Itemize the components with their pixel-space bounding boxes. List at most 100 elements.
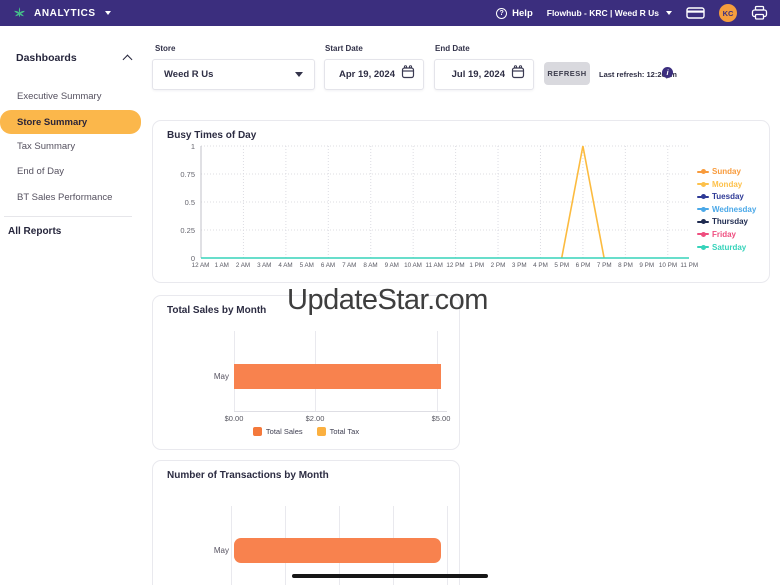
brand-label: ANALYTICS [34,7,96,19]
legend-label: Wednesday [712,204,757,214]
help-icon: ? [496,7,508,19]
legend-item-total-sales[interactable]: Total Sales [252,427,303,436]
help-button[interactable]: ? Help [496,7,533,19]
account-menu[interactable]: Flowhub - KRC | Weed R Us [547,8,672,18]
legend-label: Total Sales [265,427,303,436]
sidebar-item-label: Store Summary [17,116,88,128]
y-tick: 0.5 [184,198,195,207]
busy-times-x-axis: 12 AM 1 AM 2 AM 3 AM 4 AM 5 AM 6 AM 7 AM… [190,262,700,269]
y-tick: 0 [190,254,195,263]
legend-label: Total Tax [329,427,360,436]
x-tick: 9 PM [639,262,655,269]
chevron-down-icon [104,11,111,15]
category-label: May [213,546,229,555]
legend-label: Saturday [712,242,747,252]
end-date-input[interactable]: Jul 19, 2024 [434,59,534,90]
sidebar-item-bt-sales-performance[interactable]: BT Sales Performance [0,185,141,209]
x-tick: 2 AM [235,262,251,269]
x-tick: 6 PM [575,262,591,269]
credit-card-icon[interactable] [686,6,705,20]
x-tick: 10 PM [658,262,678,269]
legend-label: Friday [712,229,737,239]
sidebar-header-dashboards[interactable]: Dashboards [16,52,133,65]
legend-label: Sunday [712,167,741,176]
sidebar-item-label: Tax Summary [17,140,76,152]
x-tick: 3 AM [257,262,272,269]
x-tick: 1 AM [214,262,229,269]
sidebar-all-reports[interactable]: All Reports [8,226,62,237]
x-tick: 9 AM [384,262,399,269]
sidebar-item-end-of-day[interactable]: End of Day [0,159,141,183]
total-sales-legend: Total Sales Total Tax [153,427,459,436]
x-tick: 12 PM [446,262,465,269]
y-tick: 0.75 [180,170,195,179]
total-sales-bar-may[interactable] [234,364,441,389]
avatar[interactable]: KC [719,4,737,22]
x-tick: 11 PM [680,262,699,269]
legend-item-sunday[interactable]: Sunday [697,167,756,176]
x-tick: 4 AM [278,262,293,269]
x-tick: 8 AM [363,262,378,269]
brand[interactable]: ANALYTICS [12,6,111,21]
sidebar-item-store-summary[interactable]: Store Summary [0,110,141,134]
main-content: Store Start Date End Date Weed R Us Apr … [145,26,780,585]
calendar-icon [511,65,525,84]
watermark-text: UpdateStar.com [287,284,488,316]
store-value: Weed R Us [164,69,214,80]
busy-times-legend: Sunday Monday Tuesday Wednesday Thursday… [697,167,756,252]
chevron-down-icon [666,11,672,15]
legend-item-monday[interactable]: Monday [697,180,756,189]
x-tick: 3 PM [511,262,527,269]
legend-item-thursday[interactable]: Thursday [697,217,756,226]
transactions-title: Number of Transactions by Month [167,470,329,481]
sidebar-item-tax-summary[interactable]: Tax Summary [0,134,141,158]
printer-icon[interactable] [751,5,768,21]
info-icon[interactable]: i [662,67,673,78]
legend-label: Thursday [712,217,749,227]
sidebar-item-label: End of Day [17,165,64,177]
x-tick: 8 PM [618,262,633,269]
legend-item-tuesday[interactable]: Tuesday [697,192,756,201]
start-date-input[interactable]: Apr 19, 2024 [324,59,424,90]
x-tick: 7 AM [342,262,357,269]
x-tick: 6 AM [320,262,336,269]
sidebar-divider [4,216,132,217]
legend-item-wednesday[interactable]: Wednesday [697,205,756,214]
legend-label: Monday [712,179,743,189]
legend-line-marker [697,219,709,225]
transactions-bar-may[interactable] [234,538,441,563]
sidebar-item-executive-summary[interactable]: Executive Summary [0,84,141,108]
legend-swatch [316,427,326,436]
start-date-label: Start Date [325,44,363,53]
chevron-up-icon [122,54,133,65]
legend-line-marker [697,181,709,187]
legend-line-marker [697,244,709,250]
x-tick: 4 PM [533,262,548,269]
x-tick: $0.00 [224,414,244,423]
gridline [231,506,232,585]
bar-track [234,538,447,563]
account-label: Flowhub - KRC | Weed R Us [546,8,659,18]
transactions-card: Number of Transactions by Month May [152,460,460,585]
x-tick: $2.00 [305,414,325,423]
gridline [447,506,448,585]
store-select[interactable]: Weed R Us [152,59,315,90]
x-tick: 12 AM [191,262,210,269]
y-tick: 1 [190,142,195,151]
black-overlay-bar [292,574,488,578]
busy-times-plot-svg [200,145,689,259]
busy-times-title: Busy Times of Day [167,130,257,141]
x-tick: 11 AM [425,262,443,269]
cannabis-leaf-icon [12,6,27,21]
x-tick: 7 PM [596,262,612,269]
end-date-value: Jul 19, 2024 [451,69,505,80]
legend-item-total-tax[interactable]: Total Tax [316,427,360,436]
legend-item-friday[interactable]: Friday [697,230,756,239]
refresh-button[interactable]: REFRESH [544,62,590,85]
legend-item-saturday[interactable]: Saturday [697,243,756,252]
dropdown-arrow-icon [295,72,303,77]
x-tick: 5 PM [554,262,570,269]
help-label: Help [512,7,533,19]
bar-track [234,364,447,389]
y-tick: 0.25 [180,226,195,235]
